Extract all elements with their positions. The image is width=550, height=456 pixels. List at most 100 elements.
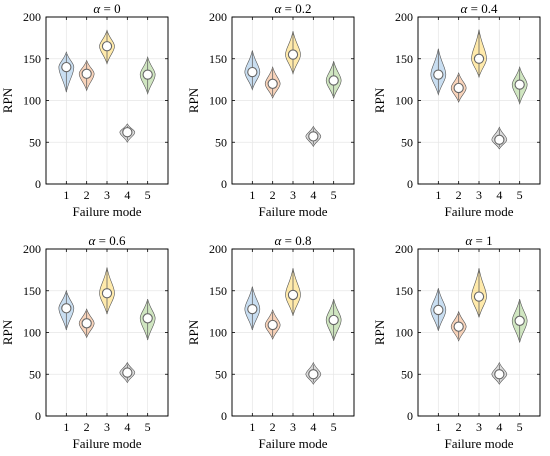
y-tick-label: 200 <box>23 10 41 24</box>
median-marker-mode-1 <box>433 304 444 316</box>
y-tick-label: 50 <box>215 367 227 381</box>
median-marker-mode-4 <box>494 134 505 145</box>
y-tick-label: 200 <box>209 10 227 24</box>
y-axis-label: RPN <box>0 319 15 345</box>
median-marker-mode-2 <box>267 78 278 89</box>
y-axis-label: RPN <box>0 87 15 113</box>
x-tick-label: 1 <box>249 188 255 202</box>
median-marker-mode-4 <box>122 367 133 378</box>
y-tick-label: 0 <box>35 177 41 191</box>
median-marker-mode-5 <box>514 315 525 326</box>
median-marker-mode-2 <box>267 319 278 331</box>
panel-title: α = 0.4 <box>461 1 498 16</box>
median-marker-mode-5 <box>142 69 153 80</box>
y-tick-label: 0 <box>221 177 227 191</box>
median-marker-mode-1 <box>247 66 258 78</box>
y-axis-label: RPN <box>186 319 201 345</box>
panel-title-symbol: α <box>461 1 469 16</box>
panel-title-value: = 0.2 <box>281 1 311 16</box>
x-tick-label: 3 <box>104 420 110 434</box>
median-marker-mode-3 <box>101 288 113 299</box>
x-tick-label: 5 <box>145 420 151 434</box>
y-tick-label: 100 <box>209 326 227 340</box>
median-marker-mode-4 <box>122 127 133 138</box>
x-tick-label: 5 <box>331 188 337 202</box>
x-tick-label: 2 <box>456 188 462 202</box>
median-marker-mode-1 <box>247 303 258 315</box>
y-tick-label: 0 <box>407 177 413 191</box>
y-tick-label: 50 <box>215 135 227 149</box>
y-tick-label: 0 <box>35 409 41 423</box>
x-axis-label: Failure mode <box>73 204 142 219</box>
x-tick-label: 4 <box>310 420 316 434</box>
y-tick-label: 100 <box>23 94 41 108</box>
y-tick-label: 150 <box>23 284 41 298</box>
y-tick-label: 150 <box>395 52 413 66</box>
x-tick-label: 2 <box>270 420 276 434</box>
x-tick-label: 3 <box>476 188 482 202</box>
median-marker-mode-4 <box>308 369 319 380</box>
y-tick-label: 100 <box>395 94 413 108</box>
median-marker-mode-2 <box>453 82 464 94</box>
x-tick-label: 2 <box>270 188 276 202</box>
panel-title: α = 0.8 <box>275 233 312 248</box>
y-tick-label: 200 <box>395 10 413 24</box>
x-tick-label: 3 <box>290 188 296 202</box>
x-tick-label: 3 <box>476 420 482 434</box>
x-tick-label: 1 <box>63 188 69 202</box>
y-tick-label: 200 <box>209 242 227 256</box>
y-axis-label: RPN <box>186 87 201 113</box>
y-tick-label: 50 <box>29 135 41 149</box>
median-marker-mode-4 <box>494 369 505 380</box>
panel-title-symbol: α <box>275 1 283 16</box>
y-tick-label: 0 <box>221 409 227 423</box>
x-tick-label: 5 <box>517 420 523 434</box>
x-tick-label: 5 <box>331 420 337 434</box>
y-tick-label: 100 <box>395 326 413 340</box>
panel-title-value: = 0 <box>100 1 120 16</box>
x-tick-label: 4 <box>124 420 130 434</box>
median-marker-mode-2 <box>81 68 92 79</box>
median-marker-mode-1 <box>61 61 72 73</box>
x-tick-label: 4 <box>310 188 316 202</box>
median-marker-mode-5 <box>328 314 339 326</box>
y-axis-label: RPN <box>372 87 387 113</box>
y-tick-label: 50 <box>401 367 413 381</box>
panel-title-symbol: α <box>465 233 473 248</box>
median-marker-mode-3 <box>287 289 299 301</box>
median-marker-mode-3 <box>287 49 299 60</box>
median-marker-mode-5 <box>514 79 525 90</box>
x-tick-label: 4 <box>124 188 130 202</box>
x-tick-label: 2 <box>84 188 90 202</box>
panel-title-symbol: α <box>89 233 97 248</box>
panel-title-symbol: α <box>93 1 101 16</box>
x-tick-label: 3 <box>290 420 296 434</box>
y-tick-label: 150 <box>23 52 41 66</box>
median-marker-mode-3 <box>473 53 485 64</box>
panel-title-value: = 1 <box>472 233 492 248</box>
median-marker-mode-3 <box>473 291 485 302</box>
panel-title: α = 0.6 <box>89 233 126 248</box>
median-marker-mode-3 <box>101 41 113 52</box>
y-tick-label: 50 <box>401 135 413 149</box>
panel-title: α = 0.2 <box>275 1 312 16</box>
y-axis-label: RPN <box>372 319 387 345</box>
panel-title-symbol: α <box>275 233 283 248</box>
median-marker-mode-1 <box>61 303 72 314</box>
x-tick-label: 5 <box>145 188 151 202</box>
x-tick-label: 1 <box>249 420 255 434</box>
median-marker-mode-2 <box>453 321 464 332</box>
x-tick-label: 3 <box>104 188 110 202</box>
x-axis-label: Failure mode <box>73 436 142 451</box>
x-tick-label: 1 <box>435 420 441 434</box>
y-tick-label: 100 <box>209 94 227 108</box>
x-tick-label: 1 <box>435 188 441 202</box>
y-tick-label: 150 <box>209 284 227 298</box>
panel-title-value: = 0.6 <box>95 233 126 248</box>
